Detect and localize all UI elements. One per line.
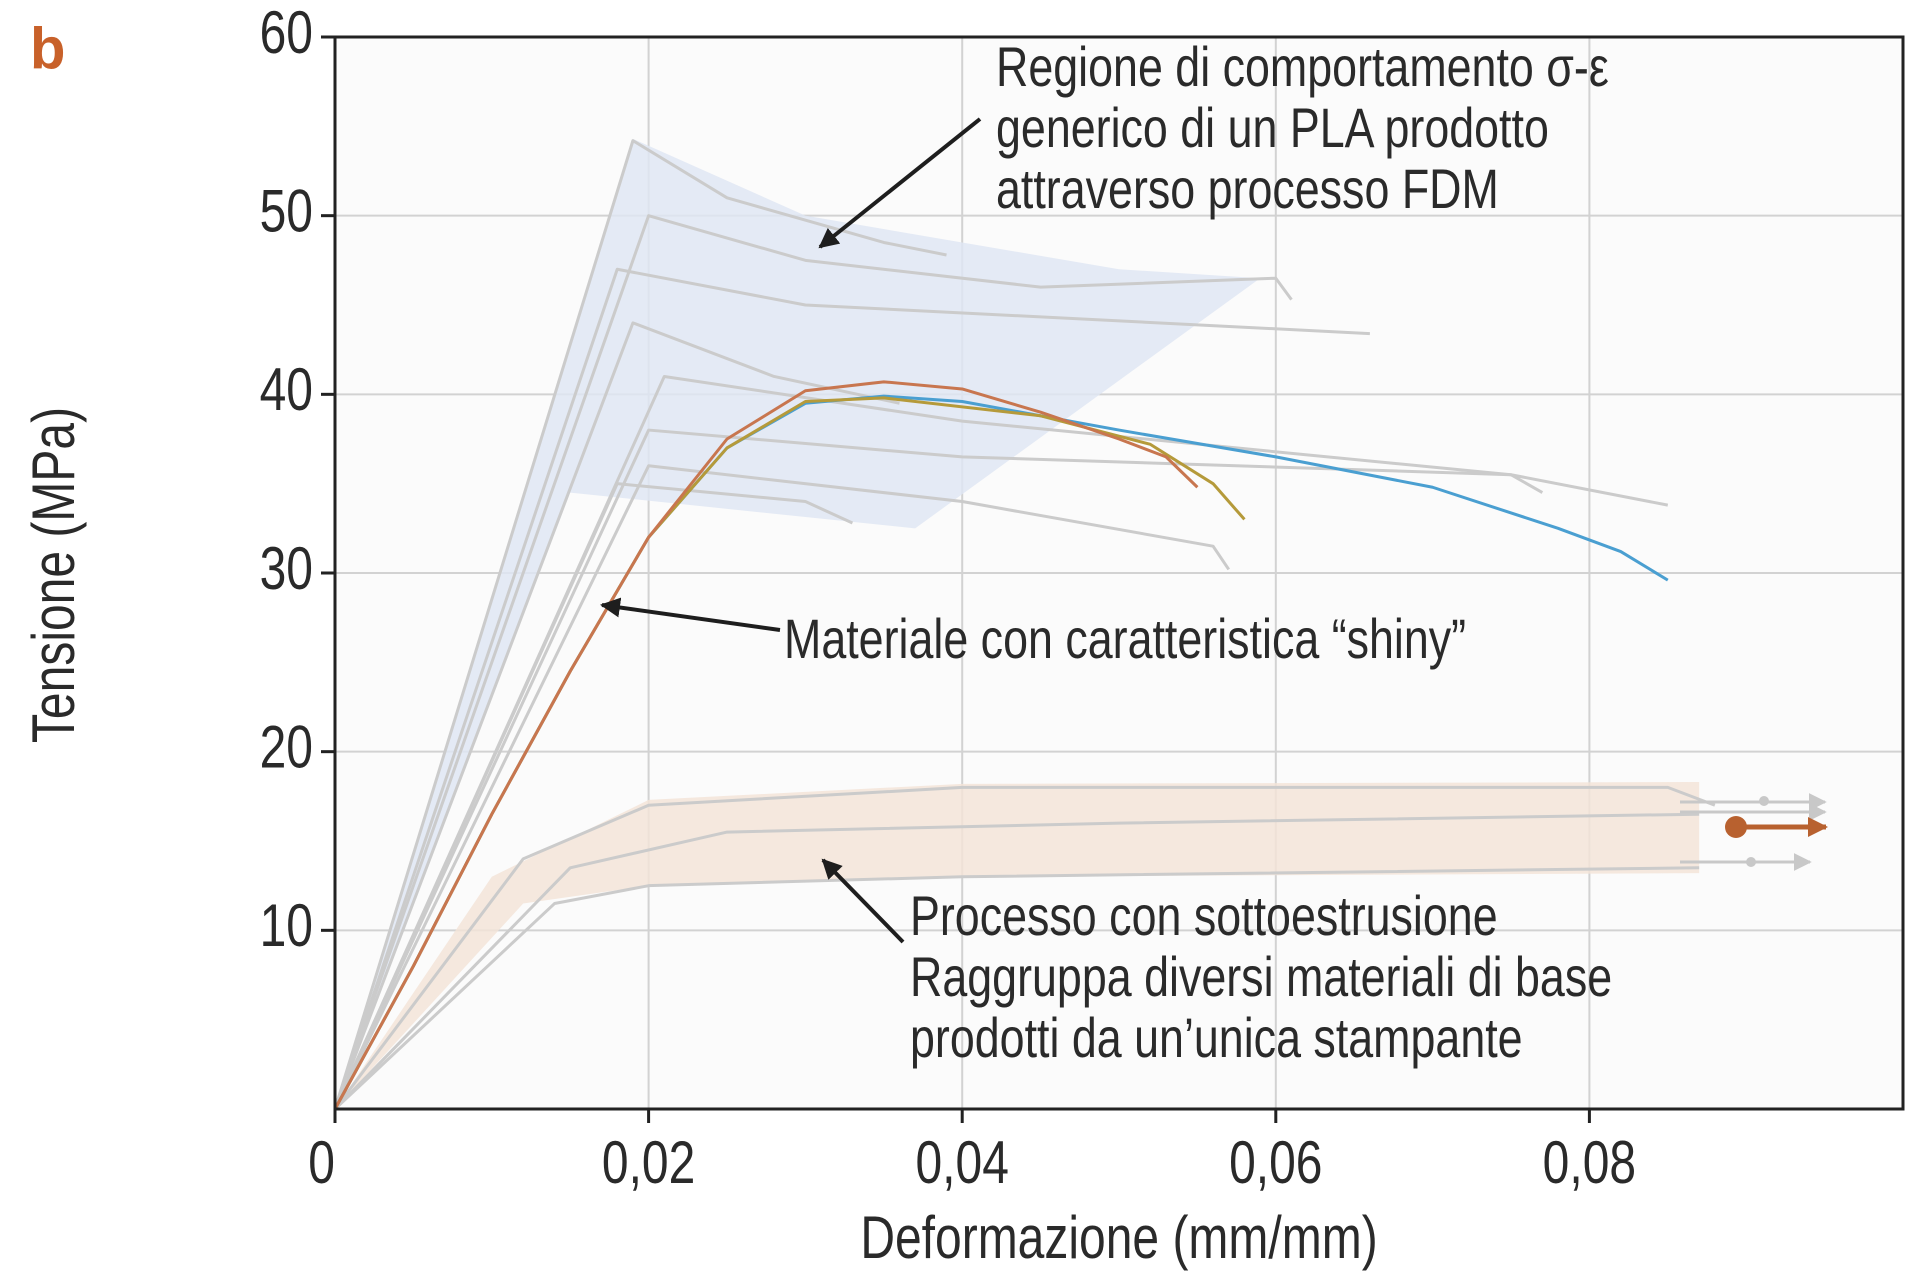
annotation-arrows <box>600 117 982 944</box>
annotation-text: prodotti da un’unica stampante <box>910 1006 1523 1069</box>
y-tick-label: 50 <box>260 177 313 244</box>
annotation-text: Regione di comportamento σ-ε <box>996 35 1609 98</box>
panel-label: b <box>30 16 65 81</box>
x-axis-label: Deformazione (mm/mm) <box>860 1204 1377 1271</box>
curve <box>333 428 1669 1110</box>
x-tick-label: 0,02 <box>602 1129 695 1196</box>
curve <box>333 482 854 1110</box>
y-tick-label: 60 <box>260 0 313 66</box>
curve <box>333 380 1199 1110</box>
side-arrows <box>1680 793 1828 871</box>
region-band <box>335 782 1700 1109</box>
y-tick-label: 40 <box>260 356 313 423</box>
x-tick-label: 0,04 <box>915 1129 1008 1196</box>
annotation-text: attraverso processo FDM <box>996 157 1499 220</box>
curve <box>333 139 947 1110</box>
curve <box>333 785 1716 1110</box>
annotation-text: generico di un PLA prodotto <box>996 96 1549 159</box>
curve <box>333 866 1700 1111</box>
plot-frame <box>333 35 1905 1111</box>
x-tick-label: 0,06 <box>1229 1129 1322 1196</box>
curve <box>333 321 900 1110</box>
curve <box>333 464 1231 1110</box>
annotation-text: Raggruppa diversi materiali di base <box>910 945 1612 1008</box>
annotation-text: Processo con sottoestrusione <box>910 884 1498 947</box>
annotation-text: Materiale con caratteristica “shiny” <box>784 607 1466 670</box>
x-tick-label: 0,08 <box>1543 1129 1636 1196</box>
y-tick-label: 20 <box>260 713 313 780</box>
region-band <box>335 138 1261 1110</box>
x-tick-label: 0 <box>308 1129 335 1196</box>
curve <box>333 812 1700 1111</box>
curve <box>333 214 1293 1110</box>
y-tick-label: 30 <box>260 535 313 602</box>
y-tick-label: 10 <box>260 892 313 959</box>
y-axis-label: Tensione (MPa) <box>20 407 87 743</box>
curve <box>333 267 1370 1110</box>
